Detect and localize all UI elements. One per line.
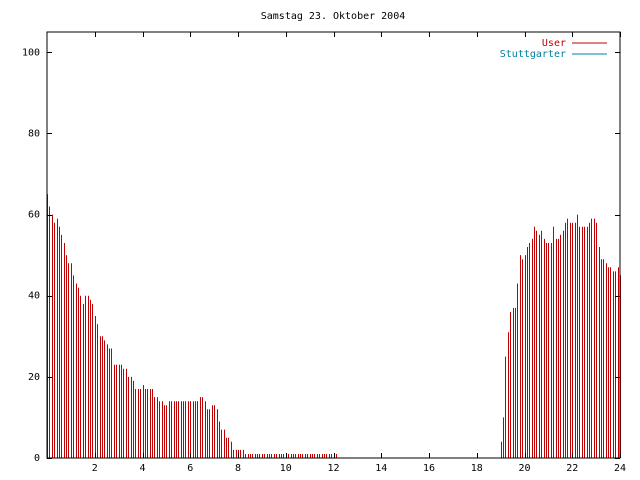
x-tick-label: 18 <box>471 463 483 474</box>
plot-frame <box>46 31 621 459</box>
y-tick-label: 20 <box>28 372 40 383</box>
x-tick-label: 22 <box>566 463 578 474</box>
y-tick-label: 60 <box>28 210 40 221</box>
y-tick-label: 0 <box>34 453 40 464</box>
legend: User Stuttgarter <box>500 38 607 60</box>
x-tick-label: 4 <box>139 463 145 474</box>
chart-title: Samstag 23. Oktober 2004 <box>261 11 406 22</box>
legend-label-stuttgarter: Stuttgarter <box>500 49 566 60</box>
x-tick-label: 6 <box>187 463 193 474</box>
x-tick-label: 12 <box>327 463 339 474</box>
y-tick-label: 100 <box>22 47 40 58</box>
x-tick-label: 20 <box>518 463 530 474</box>
y-tick-label: 80 <box>28 128 40 139</box>
y-tick-label: 40 <box>28 291 40 302</box>
x-tick-label: 8 <box>235 463 241 474</box>
legend-label-user: User <box>542 38 566 49</box>
x-tick-label: 10 <box>280 463 292 474</box>
x-tick-label: 14 <box>375 463 387 474</box>
x-tick-label: 24 <box>614 463 626 474</box>
bars-layer <box>47 194 621 458</box>
x-tick-label: 16 <box>423 463 435 474</box>
x-tick-label: 2 <box>92 463 98 474</box>
